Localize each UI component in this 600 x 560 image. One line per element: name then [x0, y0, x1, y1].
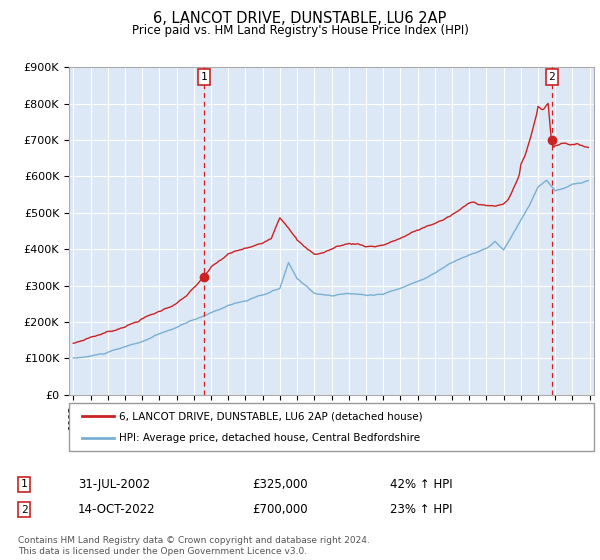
Text: £700,000: £700,000	[252, 503, 308, 516]
Text: 2: 2	[20, 505, 28, 515]
Text: HPI: Average price, detached house, Central Bedfordshire: HPI: Average price, detached house, Cent…	[119, 433, 420, 443]
Text: 1: 1	[200, 72, 207, 82]
Text: 2: 2	[548, 72, 555, 82]
Text: 31-JUL-2002: 31-JUL-2002	[78, 478, 150, 491]
Text: £325,000: £325,000	[252, 478, 308, 491]
Text: 1: 1	[20, 479, 28, 489]
FancyBboxPatch shape	[69, 403, 594, 451]
Text: 14-OCT-2022: 14-OCT-2022	[78, 503, 155, 516]
Text: Price paid vs. HM Land Registry's House Price Index (HPI): Price paid vs. HM Land Registry's House …	[131, 24, 469, 36]
Text: 6, LANCOT DRIVE, DUNSTABLE, LU6 2AP: 6, LANCOT DRIVE, DUNSTABLE, LU6 2AP	[154, 11, 446, 26]
Text: 6, LANCOT DRIVE, DUNSTABLE, LU6 2AP (detached house): 6, LANCOT DRIVE, DUNSTABLE, LU6 2AP (det…	[119, 411, 422, 421]
Text: Contains HM Land Registry data © Crown copyright and database right 2024.
This d: Contains HM Land Registry data © Crown c…	[18, 536, 370, 556]
Text: 42% ↑ HPI: 42% ↑ HPI	[390, 478, 452, 491]
Text: 23% ↑ HPI: 23% ↑ HPI	[390, 503, 452, 516]
